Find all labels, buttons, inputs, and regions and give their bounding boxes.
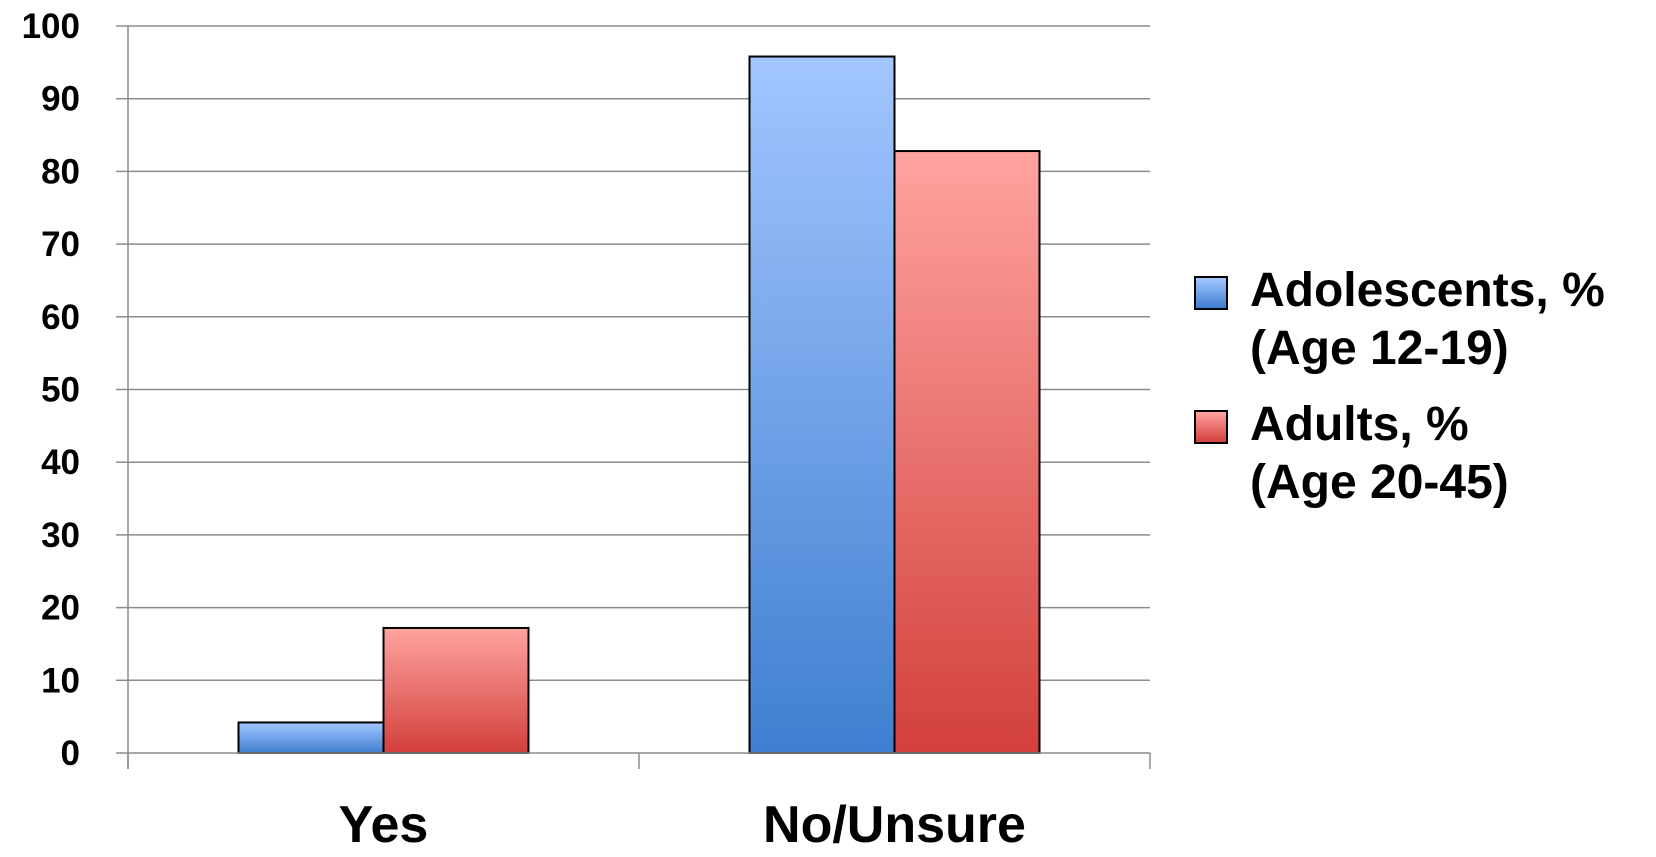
legend-item-series-2: Adults, % (Age 20-45)	[1194, 396, 1644, 512]
y-tick-label-50: 50	[41, 371, 80, 410]
bar-series-2-yes	[382, 626, 530, 754]
y-tick-label-90: 90	[41, 80, 80, 119]
axes	[116, 25, 1151, 769]
bar-series-2-no-unsure	[893, 150, 1041, 754]
bar-series-1-no-unsure	[748, 55, 896, 755]
y-tick-label-0: 0	[61, 734, 80, 773]
y-tick-label-100: 100	[22, 7, 80, 46]
y-tick-label-20: 20	[41, 589, 80, 628]
legend: Adolescents, % (Age 12-19) Adults, % (Ag…	[1194, 262, 1644, 530]
x-category-label-2: No/Unsure	[763, 796, 1026, 854]
legend-label-series-2-line-1: Adults, %	[1250, 398, 1469, 451]
y-tick-label-10: 10	[41, 661, 80, 700]
legend-label-series-2-line-2: (Age 20-45)	[1250, 456, 1509, 509]
legend-label-series-1: Adolescents, % (Age 12-19)	[1250, 262, 1644, 378]
x-category-label-1: Yes	[339, 796, 429, 854]
y-tick-label-70: 70	[41, 225, 80, 264]
legend-item-series-1: Adolescents, % (Age 12-19)	[1194, 262, 1644, 378]
legend-label-series-2: Adults, % (Age 20-45)	[1250, 396, 1644, 512]
y-tick-label-80: 80	[41, 152, 80, 191]
legend-swatch-series-1	[1194, 276, 1228, 310]
y-tick-labels: 0 10 20 30 40 50 60 70 80 90 100	[22, 7, 80, 773]
legend-label-series-1-line-2: (Age 12-19)	[1250, 322, 1509, 375]
bars	[237, 55, 1041, 755]
gridlines	[128, 25, 1150, 682]
y-tick-label-60: 60	[41, 298, 80, 337]
y-tick-label-30: 30	[41, 516, 80, 555]
legend-label-series-1-line-1: Adolescents, %	[1250, 264, 1605, 317]
x-category-labels: Yes No/Unsure	[339, 796, 1026, 854]
legend-swatch-series-2	[1194, 410, 1228, 444]
y-tick-label-40: 40	[41, 443, 80, 482]
bar-series-1-yes	[237, 721, 385, 755]
